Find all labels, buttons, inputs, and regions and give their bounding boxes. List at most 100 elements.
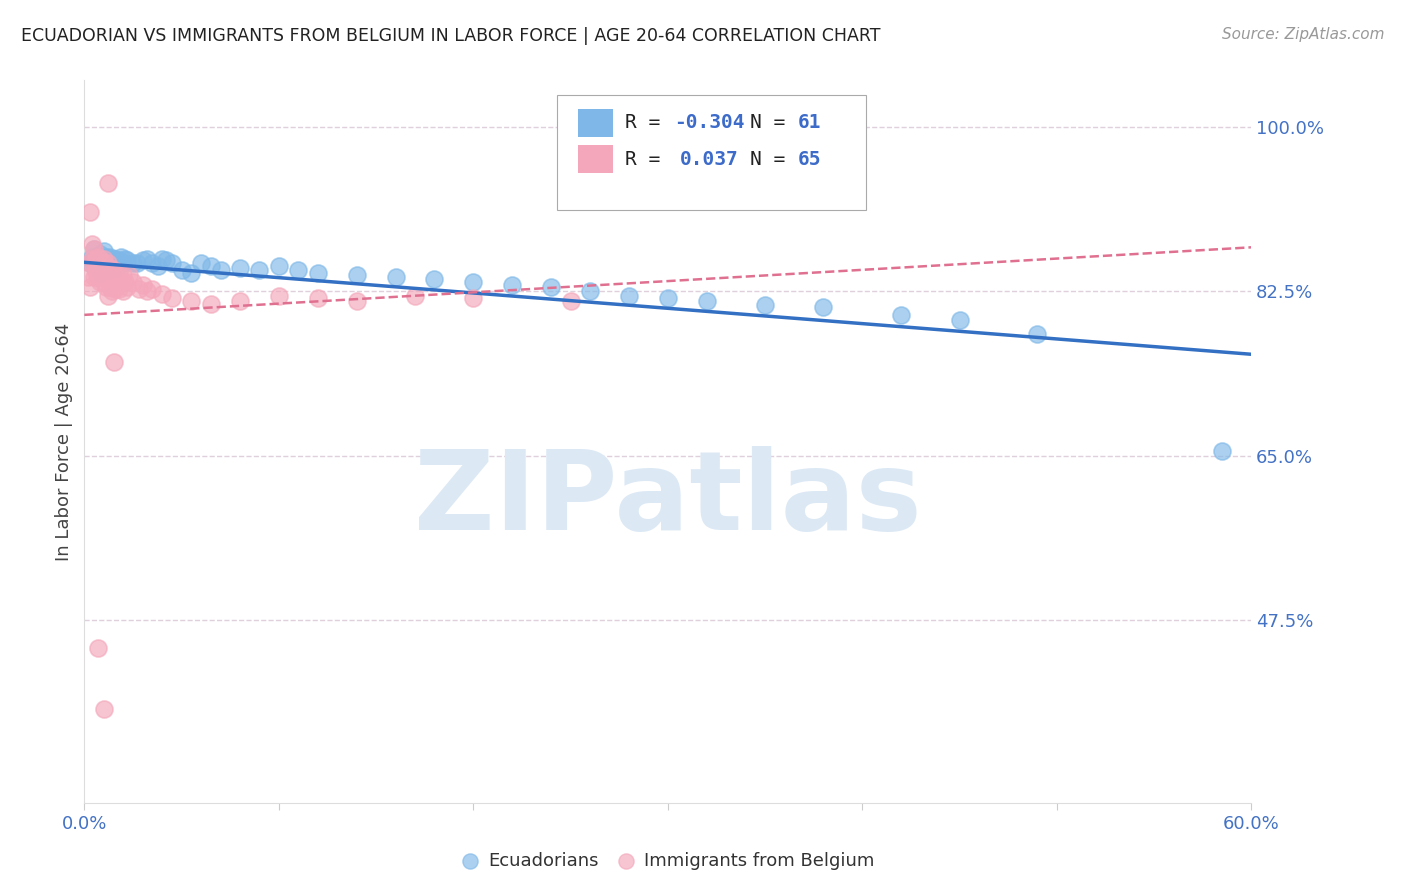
Point bbox=[110, 275, 132, 289]
Point bbox=[103, 252, 125, 266]
Point bbox=[82, 237, 104, 252]
Point bbox=[83, 242, 105, 256]
Point bbox=[148, 259, 170, 273]
Point bbox=[84, 252, 107, 266]
Point bbox=[83, 270, 105, 285]
Point bbox=[115, 279, 138, 293]
Point bbox=[84, 259, 107, 273]
Point bbox=[122, 275, 145, 289]
Point bbox=[93, 702, 115, 716]
Point bbox=[103, 275, 125, 289]
Point bbox=[657, 291, 679, 305]
Point bbox=[307, 266, 329, 280]
Point bbox=[190, 256, 212, 270]
Point bbox=[93, 256, 115, 270]
Point bbox=[287, 262, 309, 277]
Point bbox=[107, 256, 129, 270]
Point bbox=[107, 272, 129, 286]
Point bbox=[949, 312, 972, 326]
Point bbox=[1026, 326, 1049, 341]
Point bbox=[132, 277, 155, 292]
Point bbox=[540, 279, 562, 293]
Point bbox=[160, 256, 183, 270]
Point bbox=[141, 256, 163, 270]
Point bbox=[79, 279, 101, 293]
Point bbox=[84, 266, 107, 280]
Point bbox=[84, 260, 107, 275]
Point bbox=[87, 253, 110, 268]
Point bbox=[579, 285, 602, 299]
Point bbox=[97, 289, 120, 303]
Point bbox=[98, 260, 121, 275]
Point bbox=[97, 256, 120, 270]
Point bbox=[501, 277, 523, 292]
Point bbox=[97, 253, 120, 268]
Point bbox=[87, 256, 110, 270]
Point bbox=[560, 293, 582, 308]
Point bbox=[112, 256, 135, 270]
Point bbox=[93, 252, 115, 266]
Point bbox=[267, 259, 290, 273]
Point bbox=[103, 260, 125, 275]
Text: R =: R = bbox=[624, 113, 672, 132]
Bar bbox=[578, 109, 613, 136]
Bar bbox=[578, 145, 613, 173]
Point bbox=[200, 296, 222, 310]
Point bbox=[404, 289, 426, 303]
Point bbox=[112, 285, 135, 299]
Point bbox=[87, 270, 110, 285]
Point bbox=[249, 262, 271, 277]
Text: 0.037: 0.037 bbox=[679, 150, 738, 169]
Point bbox=[114, 252, 136, 266]
Point bbox=[155, 253, 177, 268]
Point bbox=[229, 293, 252, 308]
Point bbox=[180, 293, 202, 308]
Point bbox=[82, 252, 104, 266]
Point bbox=[89, 275, 111, 289]
Point bbox=[103, 262, 125, 277]
Text: 65: 65 bbox=[797, 150, 821, 169]
Text: N =: N = bbox=[749, 150, 797, 169]
Point bbox=[93, 244, 115, 258]
Point bbox=[104, 268, 127, 283]
Point bbox=[209, 262, 232, 277]
Point bbox=[104, 252, 127, 266]
Point bbox=[87, 250, 110, 264]
Point bbox=[89, 262, 111, 277]
Point bbox=[87, 252, 110, 266]
Point bbox=[103, 355, 125, 369]
Point bbox=[100, 256, 122, 270]
Point bbox=[346, 293, 368, 308]
Point bbox=[125, 256, 148, 270]
Point bbox=[200, 259, 222, 273]
Point bbox=[89, 247, 111, 261]
Point bbox=[79, 256, 101, 270]
Point bbox=[150, 252, 173, 266]
Point bbox=[813, 301, 835, 315]
Point bbox=[89, 252, 111, 266]
Point bbox=[170, 262, 193, 277]
Point bbox=[83, 256, 105, 270]
Point bbox=[160, 291, 183, 305]
Point bbox=[463, 291, 485, 305]
Point bbox=[110, 250, 132, 264]
Point bbox=[229, 260, 252, 275]
Point bbox=[108, 266, 131, 280]
Point bbox=[115, 253, 138, 268]
Point bbox=[100, 268, 122, 283]
Point bbox=[267, 289, 290, 303]
Point bbox=[696, 293, 718, 308]
Text: R =: R = bbox=[624, 150, 672, 169]
Point bbox=[754, 298, 776, 312]
Point bbox=[98, 279, 121, 293]
Text: N =: N = bbox=[749, 113, 797, 132]
Point bbox=[94, 262, 117, 277]
Point bbox=[90, 256, 112, 270]
Point bbox=[90, 260, 112, 275]
Point bbox=[384, 270, 406, 285]
Point bbox=[141, 282, 163, 296]
Point bbox=[346, 268, 368, 283]
Point bbox=[150, 287, 173, 301]
Point bbox=[108, 253, 131, 268]
FancyBboxPatch shape bbox=[557, 95, 866, 211]
